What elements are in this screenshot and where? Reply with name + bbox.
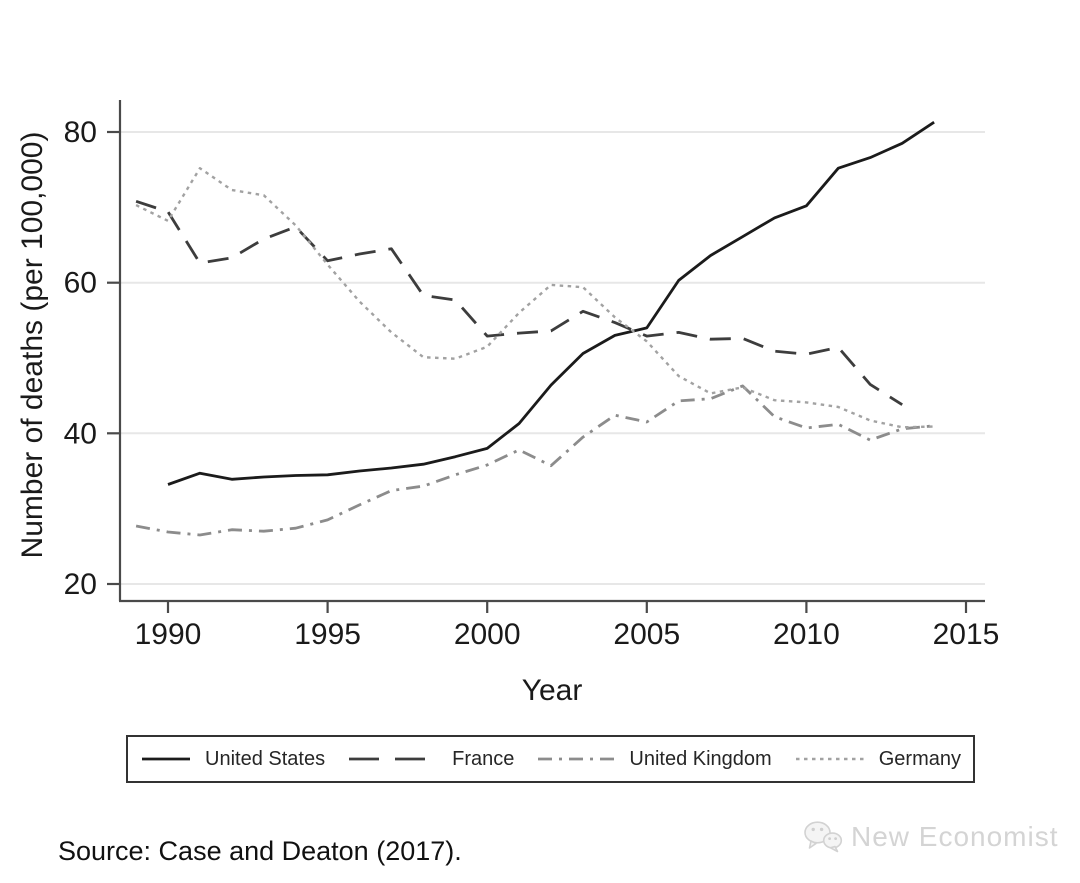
legend-label-germany: Germany (878, 747, 961, 770)
dash-dot-line-sample-icon (538, 757, 615, 761)
x-tick-label-2015: 2015 (933, 618, 1000, 651)
long-dash-line-sample-icon (349, 757, 440, 761)
x-tick-label-2005: 2005 (613, 618, 680, 651)
gridlines (121, 131, 985, 585)
legend-label-france: France (452, 747, 515, 770)
line-chart: 80 60 40 20 1990 1995 2000 2005 2010 201… (16, 100, 1000, 707)
y-tick-label-20: 20 (64, 568, 97, 601)
legend-item-united-kingdom: United Kingdom (536, 747, 772, 771)
series-uk (135, 384, 935, 537)
y-tick-label-60: 60 (64, 267, 97, 300)
dotted-line-sample-icon (795, 757, 864, 761)
x-tick-label-1995: 1995 (294, 618, 361, 651)
y-tick-label-40: 40 (64, 417, 97, 450)
wechat-icon (804, 821, 843, 853)
x-axis-title: Year (522, 674, 583, 707)
legend-box: United States France United Kingdom Germ… (126, 735, 975, 783)
legend-item-germany: Germany (794, 748, 961, 771)
y-tick-label-80: 80 (64, 116, 97, 149)
y-axis-title: Number of deaths (per 100,000) (16, 132, 49, 559)
solid-line-sample-icon (142, 757, 190, 761)
series-layer (135, 121, 935, 537)
legend-item-united-states: United States (140, 748, 325, 771)
x-tickmarks (166, 601, 968, 613)
series-france (135, 199, 903, 406)
watermark: New Economist (803, 820, 1059, 854)
legend-label-united-kingdom: United Kingdom (629, 747, 772, 770)
legend-item-france: France (347, 748, 514, 771)
watermark-text: New Economist (851, 821, 1059, 852)
series-us (167, 121, 935, 486)
source-note: Source: Case and Deaton (2017). (58, 836, 462, 866)
x-tick-label-2000: 2000 (454, 618, 521, 651)
x-tick-label-2010: 2010 (773, 618, 840, 651)
y-tickmarks (107, 130, 119, 586)
series-germany (135, 166, 935, 429)
x-tick-label-1990: 1990 (135, 618, 202, 651)
legend-label-united-states: United States (205, 747, 326, 770)
